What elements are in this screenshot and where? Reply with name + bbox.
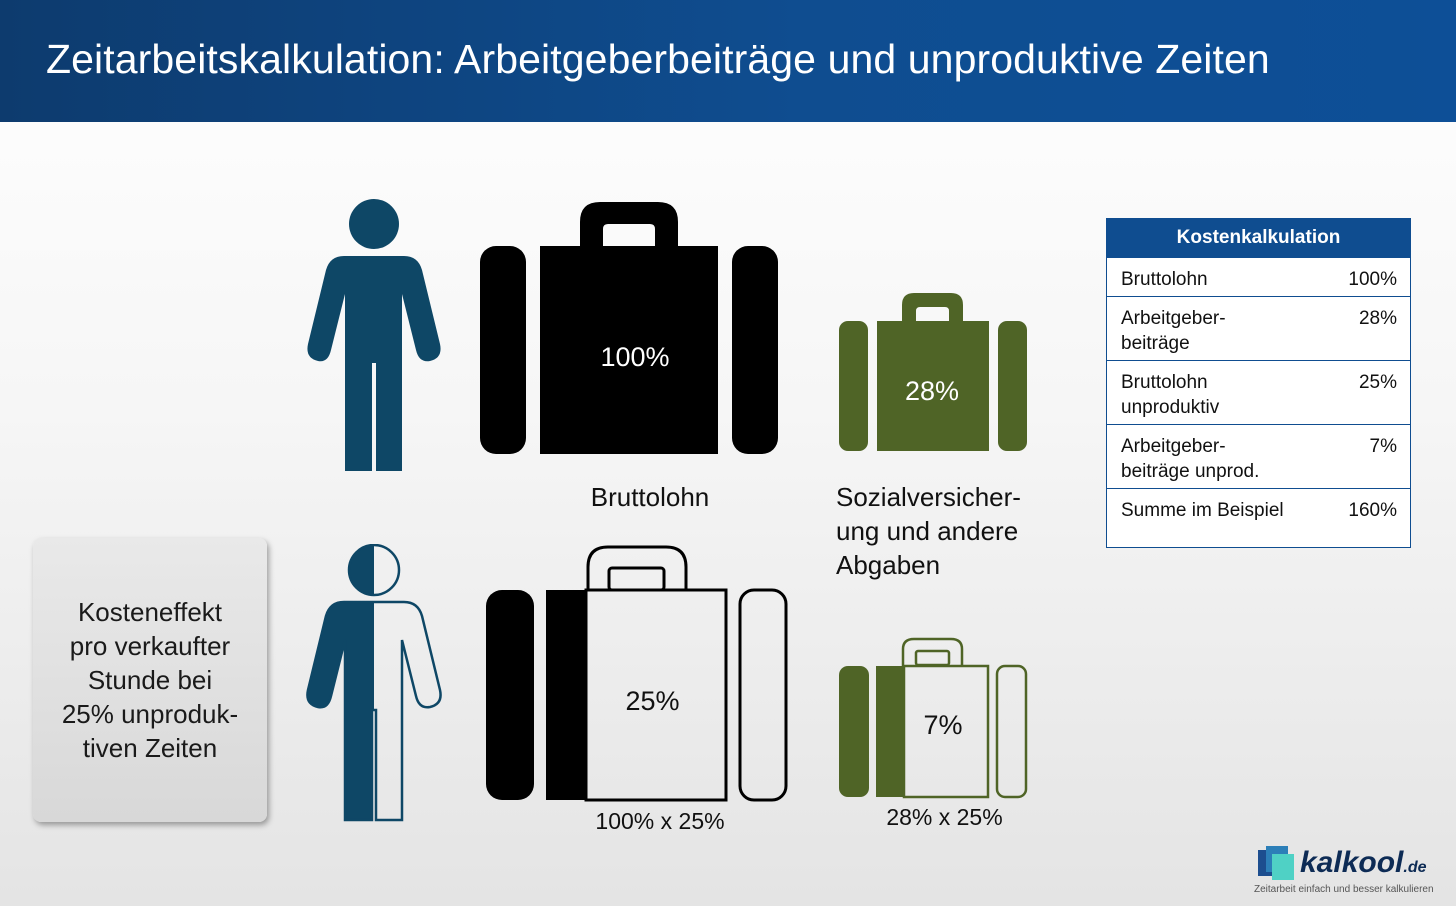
label-bruttolohn: Bruttolohn: [590, 482, 710, 512]
briefcase-black-icon: [480, 202, 778, 454]
briefcase-green-icon: [839, 293, 1027, 451]
kalkool-logo: kalkool.de Zeitarbeit einfach und besser…: [1254, 842, 1444, 902]
formula-main: 100% x 25%: [595, 808, 725, 834]
row-value: 160%: [1348, 500, 1397, 521]
row-label: Summe im Beispiel: [1121, 500, 1284, 521]
logo-tagline: Zeitarbeit einfach und besser kalkuliere…: [1254, 884, 1434, 895]
table-row: Arbeitgeber- beiträge 28%: [1107, 296, 1410, 360]
briefcase-partial-black-icon: [486, 545, 788, 802]
cost-table-header: Kostenkalkulation: [1107, 219, 1410, 257]
person-full-icon: [307, 199, 441, 471]
table-row: Bruttolohn unproduktiv 25%: [1107, 360, 1410, 424]
person-half-icon: [306, 544, 442, 822]
row-value: 100%: [1348, 269, 1397, 290]
label-sozialversicherung: Sozialversicher- ung und andere Abgaben: [836, 482, 1021, 580]
logo-wordmark: kalkool.de: [1300, 846, 1427, 880]
table-row: Bruttolohn 100%: [1107, 257, 1410, 296]
cost-effect-text: Kosteneffekt pro verkaufter Stunde bei 2…: [61, 597, 239, 763]
table-row: Arbeitgeber- beiträge unprod. 7%: [1107, 424, 1410, 488]
cost-table: Kostenkalkulation Bruttolohn 100% Arbeit…: [1106, 218, 1411, 548]
briefcase-partial-green-icon: [839, 637, 1028, 799]
row-label: Bruttolohn: [1121, 269, 1208, 290]
row-value: 25%: [1358, 372, 1397, 393]
row-label: Bruttolohn unproduktiv: [1121, 372, 1220, 418]
cube-logo-icon: [1258, 846, 1294, 880]
table-row: Summe im Beispiel 160%: [1107, 488, 1410, 547]
logo-name: kalkool: [1300, 846, 1404, 879]
cost-effect-box: Kosteneffekt pro verkaufter Stunde bei 2…: [33, 538, 267, 822]
page-title: Zeitarbeitskalkulation: Arbeitgeberbeitr…: [46, 36, 1270, 82]
title-bar: Zeitarbeitskalkulation: Arbeitgeberbeitr…: [0, 0, 1456, 122]
formula-small: 28% x 25%: [886, 804, 1003, 830]
row-value: 7%: [1369, 436, 1397, 457]
bag-bottom-small-value: 7%: [923, 710, 963, 740]
bag-top-small-value: 28%: [904, 376, 960, 406]
logo-tld: .de: [1403, 859, 1427, 876]
bag-top-main-value: 100%: [600, 342, 670, 372]
row-label: Arbeitgeber- beiträge: [1121, 308, 1226, 354]
row-value: 28%: [1358, 308, 1397, 329]
row-label: Arbeitgeber- beiträge unprod.: [1121, 436, 1260, 482]
bag-bottom-main-value: 25%: [625, 686, 680, 716]
